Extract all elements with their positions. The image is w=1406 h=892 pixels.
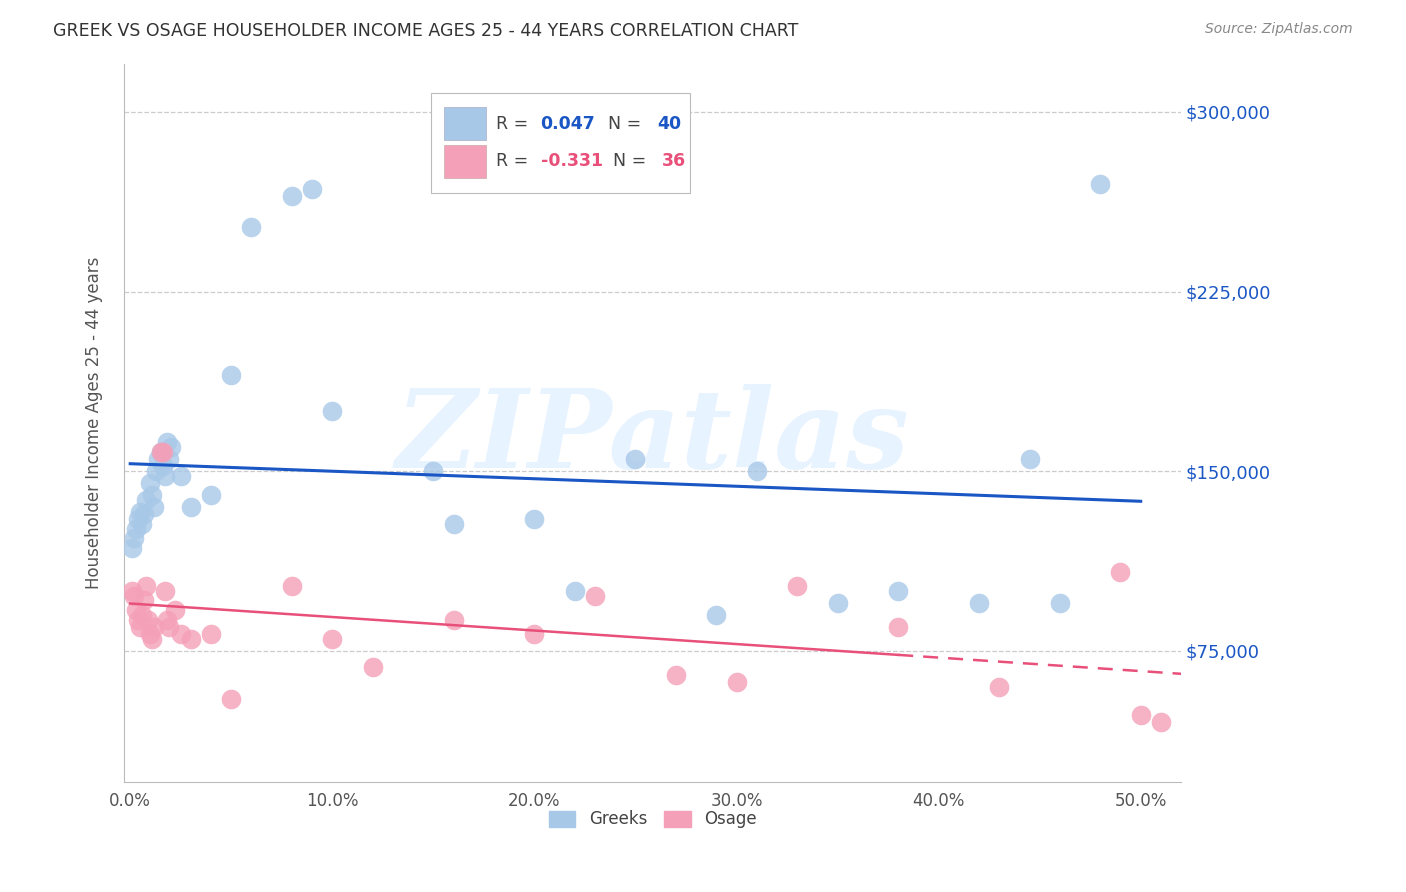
Point	[523, 512, 546, 526]
Point	[665, 667, 688, 681]
Point	[725, 674, 748, 689]
Text: GREEK VS OSAGE HOUSEHOLDER INCOME AGES 25 - 44 YEARS CORRELATION CHART: GREEK VS OSAGE HOUSEHOLDER INCOME AGES 2…	[53, 22, 799, 40]
Point	[361, 660, 384, 674]
Point	[134, 593, 156, 607]
Point	[138, 613, 160, 627]
Point	[281, 188, 304, 202]
Point	[125, 522, 148, 536]
Point	[321, 632, 343, 646]
FancyBboxPatch shape	[430, 93, 689, 194]
Point	[122, 589, 145, 603]
Point	[240, 219, 263, 234]
Point	[121, 583, 143, 598]
Point	[967, 596, 990, 610]
Point	[139, 627, 162, 641]
Point	[745, 464, 768, 478]
Point	[155, 435, 177, 450]
Point	[141, 632, 163, 646]
Point	[121, 541, 143, 555]
Point	[129, 505, 152, 519]
Point	[1018, 452, 1040, 467]
Point	[135, 492, 157, 507]
Point	[127, 613, 149, 627]
Point	[301, 181, 323, 195]
Point	[148, 452, 170, 467]
Point	[321, 404, 343, 418]
Point	[200, 627, 222, 641]
Text: N =: N =	[596, 115, 647, 133]
Point	[131, 516, 153, 531]
Point	[219, 368, 242, 383]
FancyBboxPatch shape	[444, 145, 485, 178]
Text: R =: R =	[496, 152, 534, 170]
Point	[135, 579, 157, 593]
Text: ZIPatlas: ZIPatlas	[395, 384, 910, 491]
Point	[523, 627, 546, 641]
Point	[1090, 177, 1112, 191]
Text: 0.047: 0.047	[540, 115, 595, 133]
Point	[143, 620, 166, 634]
Text: N =: N =	[602, 152, 651, 170]
Point	[988, 680, 1011, 694]
Point	[624, 452, 647, 467]
Y-axis label: Householder Income Ages 25 - 44 years: Householder Income Ages 25 - 44 years	[86, 257, 103, 590]
Point	[170, 627, 193, 641]
Point	[155, 613, 177, 627]
Point	[125, 603, 148, 617]
Point	[152, 459, 174, 474]
Point	[145, 464, 167, 478]
Point	[152, 445, 174, 459]
Point	[219, 691, 242, 706]
Point	[281, 579, 304, 593]
Point	[143, 500, 166, 514]
Point	[887, 583, 910, 598]
Point	[139, 476, 162, 491]
Text: R =: R =	[496, 115, 534, 133]
Point	[443, 613, 465, 627]
Point	[786, 579, 808, 593]
Point	[141, 488, 163, 502]
Text: 36: 36	[662, 152, 686, 170]
FancyBboxPatch shape	[444, 107, 485, 140]
Point	[159, 440, 181, 454]
Point	[827, 596, 849, 610]
Point	[131, 607, 153, 622]
Point	[127, 512, 149, 526]
Point	[149, 445, 172, 459]
Point	[180, 632, 202, 646]
Point	[157, 452, 180, 467]
Point	[704, 607, 727, 622]
Point	[887, 620, 910, 634]
Point	[122, 531, 145, 545]
Point	[157, 620, 180, 634]
Legend: Greeks, Osage: Greeks, Osage	[543, 804, 763, 835]
Point	[1129, 708, 1152, 723]
Text: 40: 40	[657, 115, 681, 133]
Point	[170, 468, 193, 483]
Point	[583, 589, 606, 603]
Point	[443, 516, 465, 531]
Point	[153, 468, 176, 483]
Point	[149, 445, 172, 459]
Point	[1109, 565, 1132, 579]
Point	[564, 583, 586, 598]
Point	[180, 500, 202, 514]
Point	[1049, 596, 1071, 610]
Point	[1150, 715, 1173, 730]
Point	[153, 583, 176, 598]
Point	[422, 464, 444, 478]
Point	[200, 488, 222, 502]
Text: Source: ZipAtlas.com: Source: ZipAtlas.com	[1205, 22, 1353, 37]
Point	[129, 620, 152, 634]
Point	[134, 507, 156, 521]
Text: -0.331: -0.331	[540, 152, 603, 170]
Point	[163, 603, 186, 617]
